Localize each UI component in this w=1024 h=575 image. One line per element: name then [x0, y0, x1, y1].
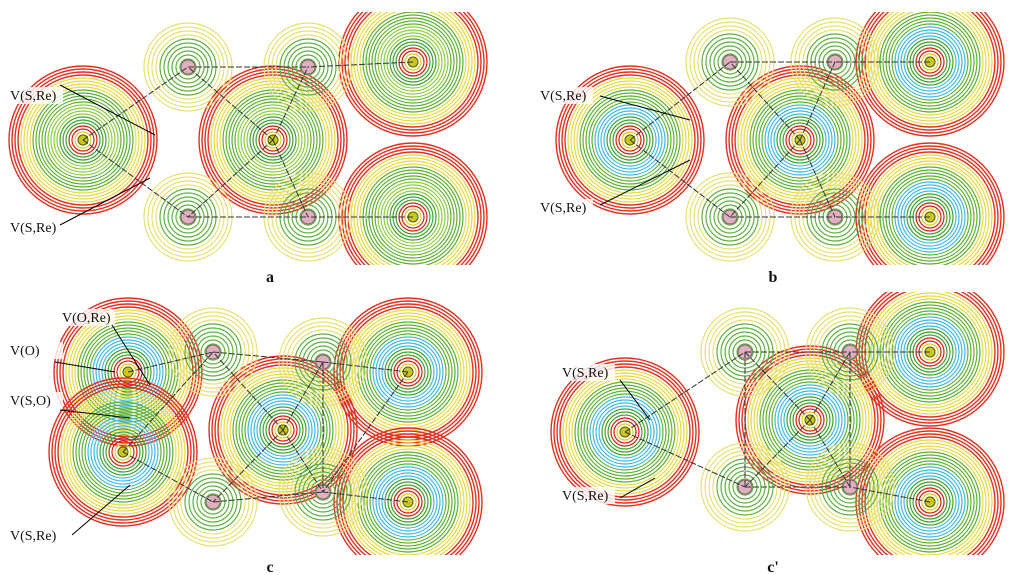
- annotation: V(S,Re): [540, 201, 587, 216]
- panel-label: c: [266, 559, 273, 575]
- panel-label: a: [266, 269, 274, 286]
- panel: [540, 278, 1020, 575]
- panel-label: c': [767, 559, 779, 575]
- annotation: V(S,Re): [10, 221, 57, 236]
- annotation: V(S,Re): [562, 366, 609, 381]
- figure: a V(S,Re) V(S,Re) b V(S,Re) V(S,Re) c V(O,Re) V(…: [0, 0, 1024, 575]
- panel: [8, 0, 500, 291]
- annotation: V(O,Re): [62, 311, 111, 326]
- annotation: V(S,O): [10, 394, 51, 409]
- annotation: V(S,Re): [10, 529, 57, 544]
- panel: [8, 292, 500, 575]
- annotation: V(S,Re): [562, 489, 609, 504]
- panel: [540, 0, 1020, 291]
- annotation: V(S,Re): [540, 89, 587, 104]
- annotation: V(O): [10, 344, 40, 359]
- annotation: V(S,Re): [10, 89, 57, 104]
- panel-label: b: [769, 269, 778, 286]
